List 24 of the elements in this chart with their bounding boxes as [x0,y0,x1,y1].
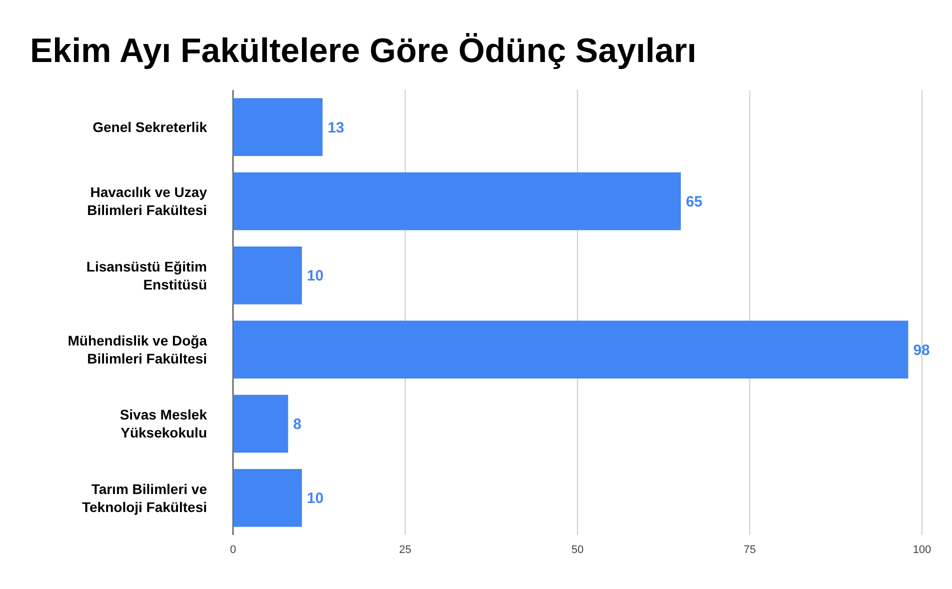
bar [233,246,302,304]
bar [233,172,681,230]
bar [233,468,302,527]
data-label: 13 [328,119,344,136]
x-tick-label: 0 [230,544,236,556]
x-tick-label: 75 [744,544,756,556]
data-label: 10 [306,268,324,285]
bar [233,394,288,453]
y-tick-label: Havacılık ve Uzay Bilimleri Fakültesi [87,184,208,218]
bar [233,98,323,156]
data-label: 10 [306,490,324,508]
y-tick-label: Lisansüstü Eğitim Enstitüsü [86,258,207,292]
data-label: 65 [686,194,703,210]
data-label: 8 [293,416,302,433]
y-tick-label: Tarım Bilimleri ve Teknoloji Fakültesi [82,480,208,515]
y-tick-label: Sivas Meslek Yüksekokulu [120,406,208,441]
y-tick-label: Mühendislik ve Doğa Bilimleri Fakültesi [68,332,208,366]
chart-title: Ekim Ayı Fakültelere Göre Ödünç Sayıları [30,32,696,70]
bar [233,320,908,379]
x-tick-label: 100 [912,544,932,556]
x-tick-label: 25 [399,544,412,556]
x-tick-label: 50 [571,544,584,556]
data-label: 98 [913,342,930,359]
y-tick-label: Genel Sekreterlik [92,118,208,135]
